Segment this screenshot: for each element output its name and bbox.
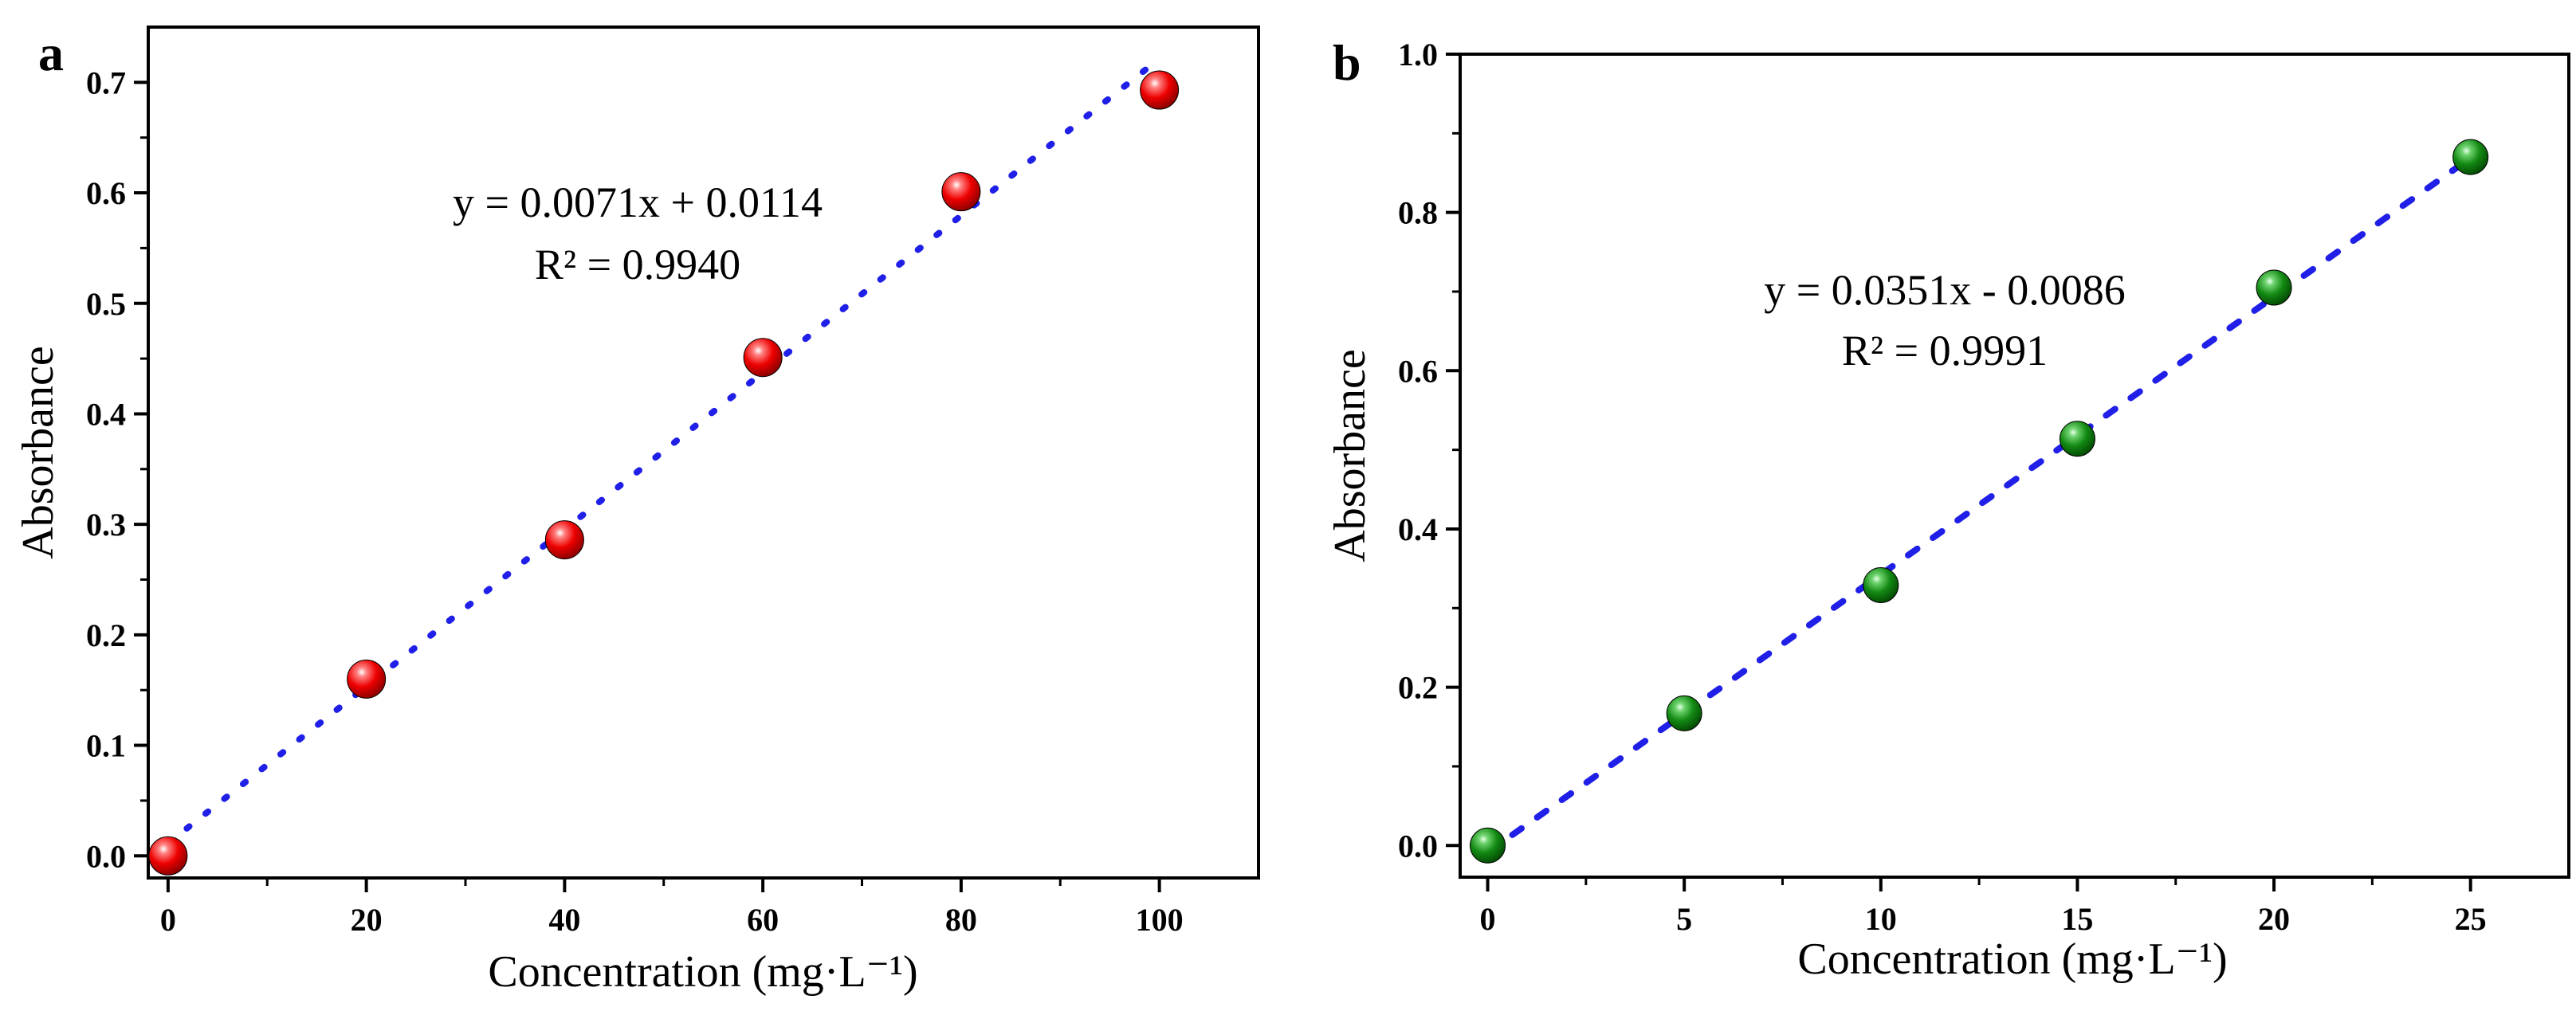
x-tick-label: 10	[1865, 901, 1897, 937]
x-tick-label: 100	[1136, 902, 1184, 938]
data-point	[743, 338, 783, 378]
data-point	[148, 836, 188, 876]
x-tick-label: 5	[1676, 901, 1692, 937]
x-tick-label: 60	[747, 902, 779, 938]
x-tick-label: 25	[2455, 901, 2487, 937]
y-tick-label: 0.3	[86, 507, 126, 543]
x-tick-label: 0	[1480, 901, 1496, 937]
data-point	[2452, 139, 2489, 175]
fit-line	[164, 55, 1163, 847]
data-point	[1666, 695, 1702, 731]
plot-frame-a	[147, 25, 1260, 880]
fit-line-a	[164, 55, 1163, 847]
r-squared-b: R² = 0.9991	[1842, 327, 2048, 374]
data-point	[347, 659, 387, 699]
x-tick-label: 80	[945, 902, 977, 938]
x-tick-label: 0	[160, 902, 176, 938]
x-tick-label: 15	[2061, 901, 2093, 937]
x-tick-label: 20	[2258, 901, 2290, 937]
x-axis-title-a: Concentration (mg·L⁻¹)	[488, 947, 917, 997]
y-tick-label: 0.4	[86, 396, 126, 432]
data-point	[2256, 269, 2292, 306]
plot-frame-b	[1459, 53, 2570, 879]
panel-a: a 0.0 0.1 0.2 0.3 0.4 0.5 0.6 0.7 0 20 40 60 80 100 C…	[14, 25, 1260, 997]
data-point	[544, 520, 584, 560]
y-tick-label: 0.0	[1398, 828, 1438, 864]
y-tick-label: 0.4	[1398, 511, 1438, 547]
data-points-a	[148, 70, 1180, 876]
y-tick-label: 0.2	[86, 617, 126, 653]
x-tick-label: 20	[351, 902, 383, 938]
fit-line	[1484, 155, 2474, 856]
x-axis-title-b: Concentration (mg·L⁻¹)	[1797, 935, 2227, 984]
data-points-b	[1470, 139, 2489, 864]
y-axis-title-b: Absorbance	[1325, 349, 1375, 562]
data-point	[1140, 70, 1180, 110]
r-squared-a: R² = 0.9940	[535, 241, 740, 288]
panel-letter-b: b	[1333, 34, 1361, 91]
data-point	[1863, 566, 1899, 603]
y-tick-label: 0.6	[86, 175, 126, 211]
y-tick-label: 0.7	[86, 65, 126, 100]
panel-letter-a: a	[38, 25, 64, 81]
data-point	[1470, 827, 1506, 864]
y-tick-label: 0.6	[1398, 353, 1438, 389]
panel-b: b 0.0 0.2 0.4 0.6 0.8 1.0 0 5 10 15 20 25 Concentra…	[1325, 34, 2570, 984]
y-tick-label: 0.1	[86, 728, 126, 764]
data-point	[2059, 421, 2095, 457]
fit-equation-b: y = 0.0351x - 0.0086	[1764, 266, 2125, 314]
fit-line-b	[1484, 155, 2474, 856]
axis-ticks-a: 0.0 0.1 0.2 0.3 0.4 0.5 0.6 0.7 0 20 40 60 80 100	[86, 65, 1184, 938]
axis-ticks-b: 0.0 0.2 0.4 0.6 0.8 1.0 0 5 10 15 20 25	[1398, 37, 2487, 937]
data-point	[941, 172, 981, 212]
y-axis-title-a: Absorbance	[14, 346, 63, 558]
y-tick-label: 1.0	[1398, 37, 1438, 72]
fit-equation-a: y = 0.0071x + 0.0114	[453, 178, 823, 226]
y-tick-label: 0.2	[1398, 670, 1438, 706]
x-tick-label: 40	[548, 902, 580, 938]
y-tick-label: 0.5	[86, 286, 126, 322]
y-tick-label: 0.0	[86, 838, 126, 874]
y-tick-label: 0.8	[1398, 195, 1438, 231]
